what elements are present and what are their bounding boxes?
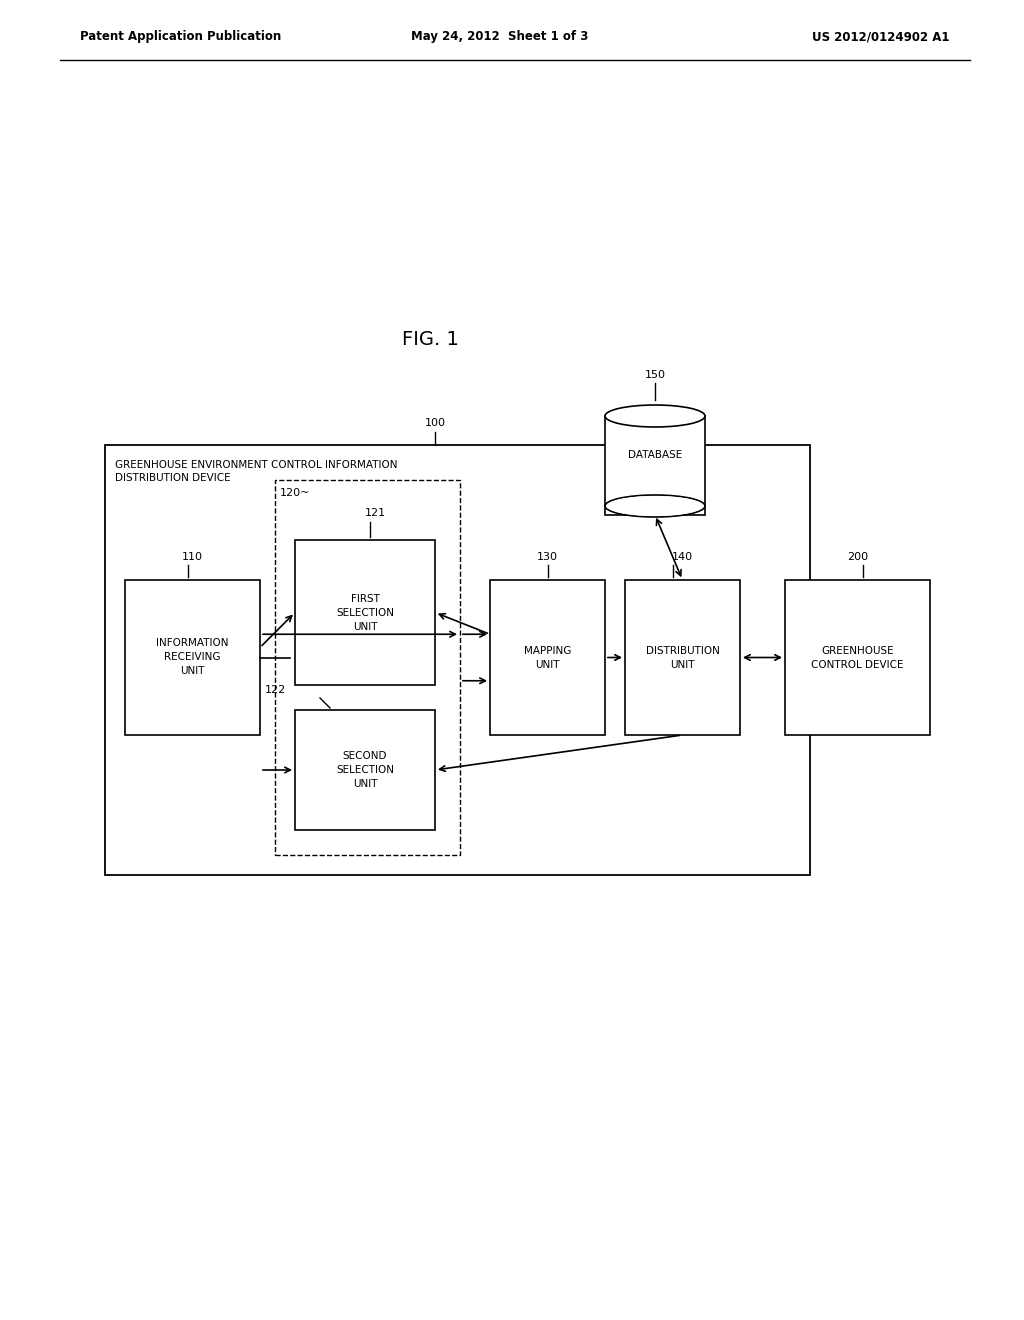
Text: 100: 100 bbox=[425, 418, 445, 428]
Text: DISTRIBUTION
UNIT: DISTRIBUTION UNIT bbox=[645, 645, 720, 669]
Text: 140: 140 bbox=[672, 552, 693, 562]
Text: US 2012/0124902 A1: US 2012/0124902 A1 bbox=[812, 30, 950, 44]
Text: FIRST
SELECTION
UNIT: FIRST SELECTION UNIT bbox=[336, 594, 394, 631]
Text: 120~: 120~ bbox=[280, 488, 310, 498]
Text: FIG. 1: FIG. 1 bbox=[401, 330, 459, 350]
FancyBboxPatch shape bbox=[490, 579, 605, 735]
Text: Patent Application Publication: Patent Application Publication bbox=[80, 30, 282, 44]
FancyBboxPatch shape bbox=[125, 579, 260, 735]
Ellipse shape bbox=[605, 495, 705, 517]
Text: GREENHOUSE ENVIRONMENT CONTROL INFORMATION
DISTRIBUTION DEVICE: GREENHOUSE ENVIRONMENT CONTROL INFORMATI… bbox=[115, 459, 397, 483]
Text: 150: 150 bbox=[644, 370, 666, 380]
FancyBboxPatch shape bbox=[295, 540, 435, 685]
FancyBboxPatch shape bbox=[105, 445, 810, 875]
Ellipse shape bbox=[607, 496, 703, 516]
Text: 200: 200 bbox=[847, 552, 868, 562]
Ellipse shape bbox=[605, 405, 705, 426]
Text: SECOND
SELECTION
UNIT: SECOND SELECTION UNIT bbox=[336, 751, 394, 789]
FancyBboxPatch shape bbox=[295, 710, 435, 830]
Text: 110: 110 bbox=[182, 552, 203, 562]
Text: 122: 122 bbox=[264, 685, 286, 696]
Text: 130: 130 bbox=[537, 552, 558, 562]
FancyBboxPatch shape bbox=[785, 579, 930, 735]
Text: INFORMATION
RECEIVING
UNIT: INFORMATION RECEIVING UNIT bbox=[157, 639, 228, 676]
Text: GREENHOUSE
CONTROL DEVICE: GREENHOUSE CONTROL DEVICE bbox=[811, 645, 904, 669]
Text: 121: 121 bbox=[365, 508, 386, 517]
FancyBboxPatch shape bbox=[605, 416, 705, 515]
Text: DATABASE: DATABASE bbox=[628, 450, 682, 459]
Text: MAPPING
UNIT: MAPPING UNIT bbox=[524, 645, 571, 669]
FancyBboxPatch shape bbox=[625, 579, 740, 735]
Text: May 24, 2012  Sheet 1 of 3: May 24, 2012 Sheet 1 of 3 bbox=[412, 30, 589, 44]
FancyBboxPatch shape bbox=[275, 480, 460, 855]
